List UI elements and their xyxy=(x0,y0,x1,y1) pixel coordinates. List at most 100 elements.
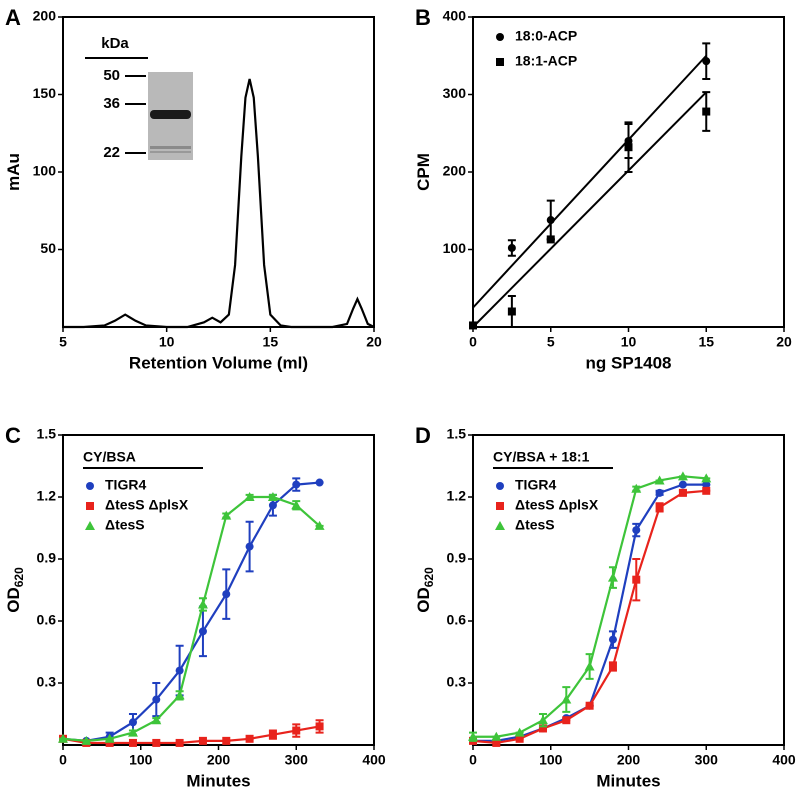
marker xyxy=(58,733,68,743)
marker xyxy=(175,666,184,675)
x-axis-label: Minutes xyxy=(186,771,250,790)
marker xyxy=(631,483,642,493)
y-tick-label: 1.2 xyxy=(447,488,467,504)
y-axis-label: OD620 xyxy=(414,567,436,613)
marker xyxy=(608,635,617,644)
marker xyxy=(496,502,504,510)
x-tick-label: 10 xyxy=(159,334,175,350)
marker xyxy=(198,736,207,745)
marker xyxy=(81,735,92,745)
plot-frame xyxy=(62,16,375,328)
marker xyxy=(315,478,324,487)
x-tick-label: 0 xyxy=(469,334,477,350)
legend-label: ΔtesS xyxy=(105,517,145,533)
x-tick-label: 300 xyxy=(285,752,309,768)
legend-label: ΔtesS ΔplsX xyxy=(105,497,189,513)
y-axis-label-main: CPM xyxy=(414,153,433,191)
marker xyxy=(514,727,525,737)
marker xyxy=(632,526,641,535)
x-tick-label: 0 xyxy=(469,752,477,768)
marker xyxy=(222,590,231,599)
marker xyxy=(655,488,664,497)
marker xyxy=(222,736,231,745)
y-tick-label: 100 xyxy=(443,240,467,256)
marker xyxy=(607,572,618,582)
panel-letter: A xyxy=(5,5,21,30)
marker xyxy=(632,575,641,584)
x-tick-label: 5 xyxy=(547,334,555,350)
y-tick-label: 1.5 xyxy=(447,426,467,442)
fit-line xyxy=(472,91,707,328)
marker xyxy=(468,731,478,741)
inset-marker-label: 50 xyxy=(103,67,120,84)
marker xyxy=(128,738,137,747)
marker xyxy=(85,521,95,530)
y-tick-label: 300 xyxy=(443,85,467,101)
y-axis-label-main: OD xyxy=(4,587,23,613)
y-tick-label: 200 xyxy=(33,8,57,24)
y-tick-label: 1.5 xyxy=(37,426,57,442)
marker xyxy=(198,627,207,636)
data-line xyxy=(62,495,321,742)
marker xyxy=(654,475,665,485)
marker xyxy=(495,521,505,530)
marker xyxy=(624,143,633,152)
legend-label: ΔtesS ΔplsX xyxy=(515,497,599,513)
y-tick-label: 0.3 xyxy=(37,674,57,690)
marker xyxy=(104,733,115,743)
marker xyxy=(86,502,94,510)
x-tick-label: 400 xyxy=(362,752,386,768)
marker xyxy=(267,492,278,501)
x-tick-label: 200 xyxy=(617,752,641,768)
marker xyxy=(546,235,555,244)
gel-band xyxy=(150,110,191,119)
x-tick-label: 15 xyxy=(698,334,714,350)
legend-label: TIGR4 xyxy=(105,477,146,493)
x-tick-label: 400 xyxy=(772,752,796,768)
inset-marker-label: 22 xyxy=(103,144,120,161)
marker xyxy=(314,520,325,530)
legend-title: CY/BSA xyxy=(83,449,136,465)
y-tick-label: 200 xyxy=(443,163,467,179)
marker xyxy=(315,722,324,731)
inset-marker-label: 36 xyxy=(103,95,120,112)
x-tick-label: 200 xyxy=(207,752,231,768)
marker xyxy=(174,690,185,700)
marker xyxy=(128,718,137,727)
y-axis-label-main: mAu xyxy=(4,153,23,191)
marker xyxy=(496,58,504,66)
marker xyxy=(245,734,254,743)
legend-label: 18:0-ACP xyxy=(515,28,577,44)
y-tick-label: 1.2 xyxy=(37,488,57,504)
data-line xyxy=(63,78,375,329)
gel-band-faint xyxy=(150,151,191,153)
marker xyxy=(221,510,232,520)
y-tick-label: 0.6 xyxy=(447,612,467,628)
marker xyxy=(469,321,477,330)
marker xyxy=(152,695,161,704)
y-tick-label: 0.9 xyxy=(37,550,57,566)
marker xyxy=(268,730,277,739)
marker xyxy=(507,307,516,316)
marker xyxy=(292,726,301,735)
y-tick-label: 150 xyxy=(33,85,57,101)
marker xyxy=(678,488,687,497)
marker xyxy=(245,542,254,551)
marker xyxy=(608,662,617,671)
x-tick-label: 100 xyxy=(129,752,153,768)
x-tick-label: 20 xyxy=(776,334,792,350)
x-axis-label: Retention Volume (ml) xyxy=(129,353,308,372)
marker xyxy=(678,480,687,489)
marker xyxy=(702,107,711,116)
x-tick-label: 20 xyxy=(366,334,382,350)
marker xyxy=(496,482,504,490)
y-axis-label: CPM xyxy=(414,153,433,191)
marker xyxy=(702,57,711,66)
marker xyxy=(701,473,712,483)
y-axis-label-main: OD xyxy=(414,587,433,613)
data-line xyxy=(62,481,320,742)
marker xyxy=(292,480,301,489)
data-line xyxy=(473,475,707,738)
x-tick-label: 10 xyxy=(621,334,637,350)
